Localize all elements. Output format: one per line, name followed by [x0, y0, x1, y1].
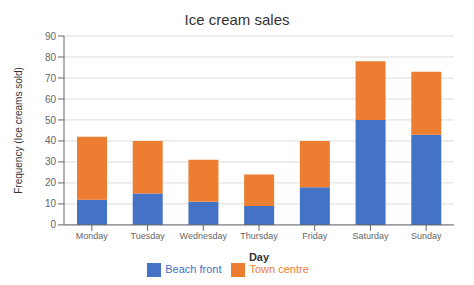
svg-text:Day: Day: [249, 251, 270, 263]
svg-text:Thursday: Thursday: [240, 231, 278, 241]
svg-text:Wednesday: Wednesday: [180, 231, 228, 241]
svg-text:Tuesday: Tuesday: [130, 231, 165, 241]
html-text:Beach front: Beach front: [165, 262, 222, 275]
svg-text:Monday: Monday: [76, 231, 109, 241]
svg-text:Friday: Friday: [302, 231, 328, 241]
svg-text:80: 80: [45, 52, 57, 63]
svg-text:70: 70: [45, 73, 57, 84]
svg-text:30: 30: [45, 156, 57, 167]
svg-text:Saturday: Saturday: [352, 231, 389, 241]
svg-text:60: 60: [45, 94, 57, 105]
svg-text:40: 40: [45, 135, 57, 146]
svg-text:50: 50: [45, 115, 57, 126]
svg-text:0: 0: [50, 219, 56, 230]
svg-text:Sunday: Sunday: [411, 231, 442, 241]
svg-text:20: 20: [45, 177, 57, 188]
svg-text:Frequency (Ice creams sold): Frequency (Ice creams sold): [13, 67, 24, 194]
html-text:Ice cream sales: Ice cream sales: [184, 11, 290, 28]
svg-text:90: 90: [45, 32, 57, 42]
html-text:Town centre: Town centre: [249, 262, 309, 275]
svg-text:10: 10: [45, 198, 57, 209]
